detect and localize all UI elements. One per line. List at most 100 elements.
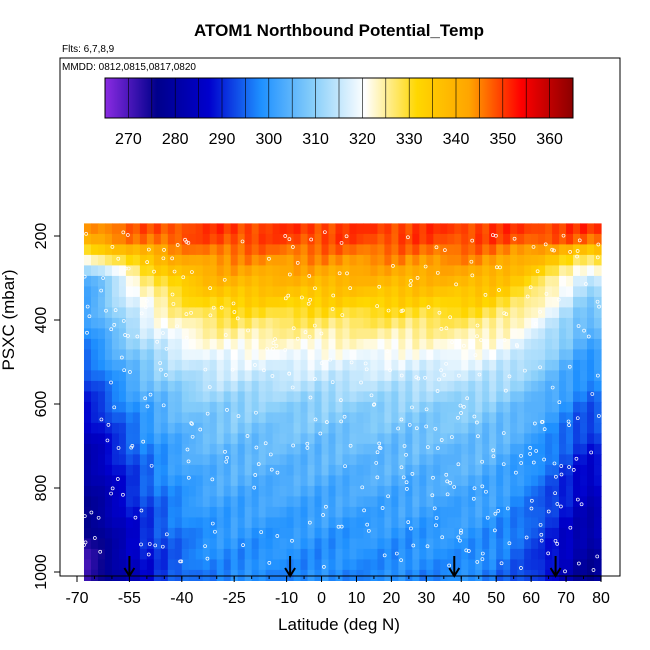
observation-point bbox=[477, 372, 482, 377]
heatmap-cell bbox=[398, 233, 406, 245]
heatmap-cell bbox=[454, 359, 462, 371]
heatmap-cell bbox=[454, 443, 462, 455]
heatmap-cell bbox=[594, 265, 602, 277]
heatmap-cell bbox=[531, 517, 539, 529]
observation-point bbox=[458, 538, 462, 543]
heatmap-cell bbox=[139, 475, 148, 487]
observation-point bbox=[241, 543, 245, 547]
heatmap-cell bbox=[342, 569, 351, 581]
heatmap-cell bbox=[482, 359, 490, 371]
heatmap-cell bbox=[314, 454, 323, 466]
heatmap-cell bbox=[132, 380, 141, 392]
heatmap-cell bbox=[97, 548, 106, 560]
observation-point bbox=[145, 260, 150, 264]
heatmap-cell bbox=[167, 233, 176, 245]
heatmap-cell bbox=[370, 275, 379, 287]
heatmap-cell bbox=[377, 433, 386, 445]
heatmap-cell bbox=[307, 349, 316, 361]
heatmap-cell bbox=[244, 506, 253, 518]
heatmap-cell bbox=[573, 412, 581, 424]
heatmap-cell bbox=[174, 517, 183, 529]
observation-point bbox=[161, 403, 166, 408]
heatmap-cell bbox=[223, 443, 232, 455]
heatmap-cell bbox=[461, 275, 469, 287]
heatmap-cell bbox=[328, 296, 337, 308]
heatmap-cell bbox=[510, 401, 518, 413]
observation-point bbox=[479, 338, 483, 342]
heatmap-cell bbox=[398, 506, 406, 518]
heatmap-cell bbox=[405, 359, 413, 371]
heatmap-cell bbox=[293, 286, 302, 298]
heatmap-cell bbox=[230, 328, 239, 340]
heatmap-cell bbox=[195, 464, 204, 476]
heatmap-cell bbox=[545, 401, 553, 413]
heatmap-cell bbox=[447, 391, 455, 403]
heatmap-cell bbox=[419, 275, 427, 287]
heatmap-cell bbox=[335, 527, 344, 539]
heatmap-cell bbox=[293, 223, 302, 235]
heatmap-cell bbox=[461, 359, 469, 371]
observation-point bbox=[519, 566, 523, 570]
heatmap-cell bbox=[510, 485, 518, 497]
heatmap-cell bbox=[328, 286, 337, 298]
heatmap-cell bbox=[580, 328, 588, 340]
heatmap-cell bbox=[496, 328, 504, 340]
heatmap-cell bbox=[482, 443, 490, 455]
heatmap-cell bbox=[489, 286, 497, 298]
heatmap-cell bbox=[223, 496, 232, 508]
observation-point bbox=[85, 330, 89, 335]
heatmap-cell bbox=[391, 464, 399, 476]
observation-point bbox=[223, 449, 227, 454]
heatmap-cell bbox=[419, 296, 427, 308]
heatmap-cell bbox=[90, 265, 99, 277]
heatmap-cell bbox=[531, 454, 539, 466]
observation-point bbox=[139, 311, 144, 316]
heatmap-cell bbox=[559, 412, 567, 424]
heatmap-cell bbox=[580, 254, 588, 266]
heatmap-cell bbox=[587, 548, 595, 560]
heatmap-cell bbox=[146, 296, 155, 308]
heatmap-cell bbox=[342, 380, 351, 392]
observation-point bbox=[321, 513, 325, 517]
heatmap-cell bbox=[265, 454, 274, 466]
heatmap-cell bbox=[181, 401, 190, 413]
heatmap-cell bbox=[237, 254, 246, 266]
heatmap-cell bbox=[174, 559, 183, 571]
heatmap-cell bbox=[538, 233, 546, 245]
heatmap-cell bbox=[230, 275, 239, 287]
heatmap-cell bbox=[356, 506, 365, 518]
observation-point bbox=[480, 551, 485, 556]
heatmap-cell bbox=[517, 485, 525, 497]
heatmap-cell bbox=[223, 286, 232, 298]
heatmap-cell bbox=[83, 307, 92, 319]
heatmap-cell bbox=[524, 254, 532, 266]
heatmap-cell bbox=[90, 286, 99, 298]
heatmap-cell bbox=[566, 296, 574, 308]
observation-point bbox=[475, 420, 479, 425]
heatmap-cell bbox=[461, 223, 469, 235]
heatmap-cell bbox=[279, 433, 288, 445]
observation-point bbox=[595, 554, 600, 559]
heatmap-cell bbox=[482, 391, 490, 403]
heatmap-cell bbox=[258, 559, 267, 571]
heatmap-cell bbox=[335, 517, 344, 529]
heatmap-cell bbox=[174, 265, 183, 277]
heatmap-cell bbox=[153, 359, 162, 371]
heatmap-cell bbox=[104, 223, 113, 235]
heatmap-cell bbox=[160, 412, 169, 424]
heatmap-cell bbox=[517, 338, 525, 350]
heatmap-cell bbox=[356, 275, 365, 287]
heatmap-cell bbox=[377, 569, 386, 581]
observation-point bbox=[430, 493, 435, 498]
observation-point bbox=[554, 474, 558, 479]
heatmap-cell bbox=[125, 349, 134, 361]
heatmap-cell bbox=[356, 475, 365, 487]
heatmap-cell bbox=[174, 527, 183, 539]
heatmap-cell bbox=[510, 254, 518, 266]
heatmap-cell bbox=[132, 412, 141, 424]
heatmap-cell bbox=[461, 233, 469, 245]
heatmap-cell bbox=[174, 359, 183, 371]
heatmap-cell bbox=[573, 443, 581, 455]
heatmap-cell bbox=[328, 233, 337, 245]
heatmap-cell bbox=[475, 349, 483, 361]
